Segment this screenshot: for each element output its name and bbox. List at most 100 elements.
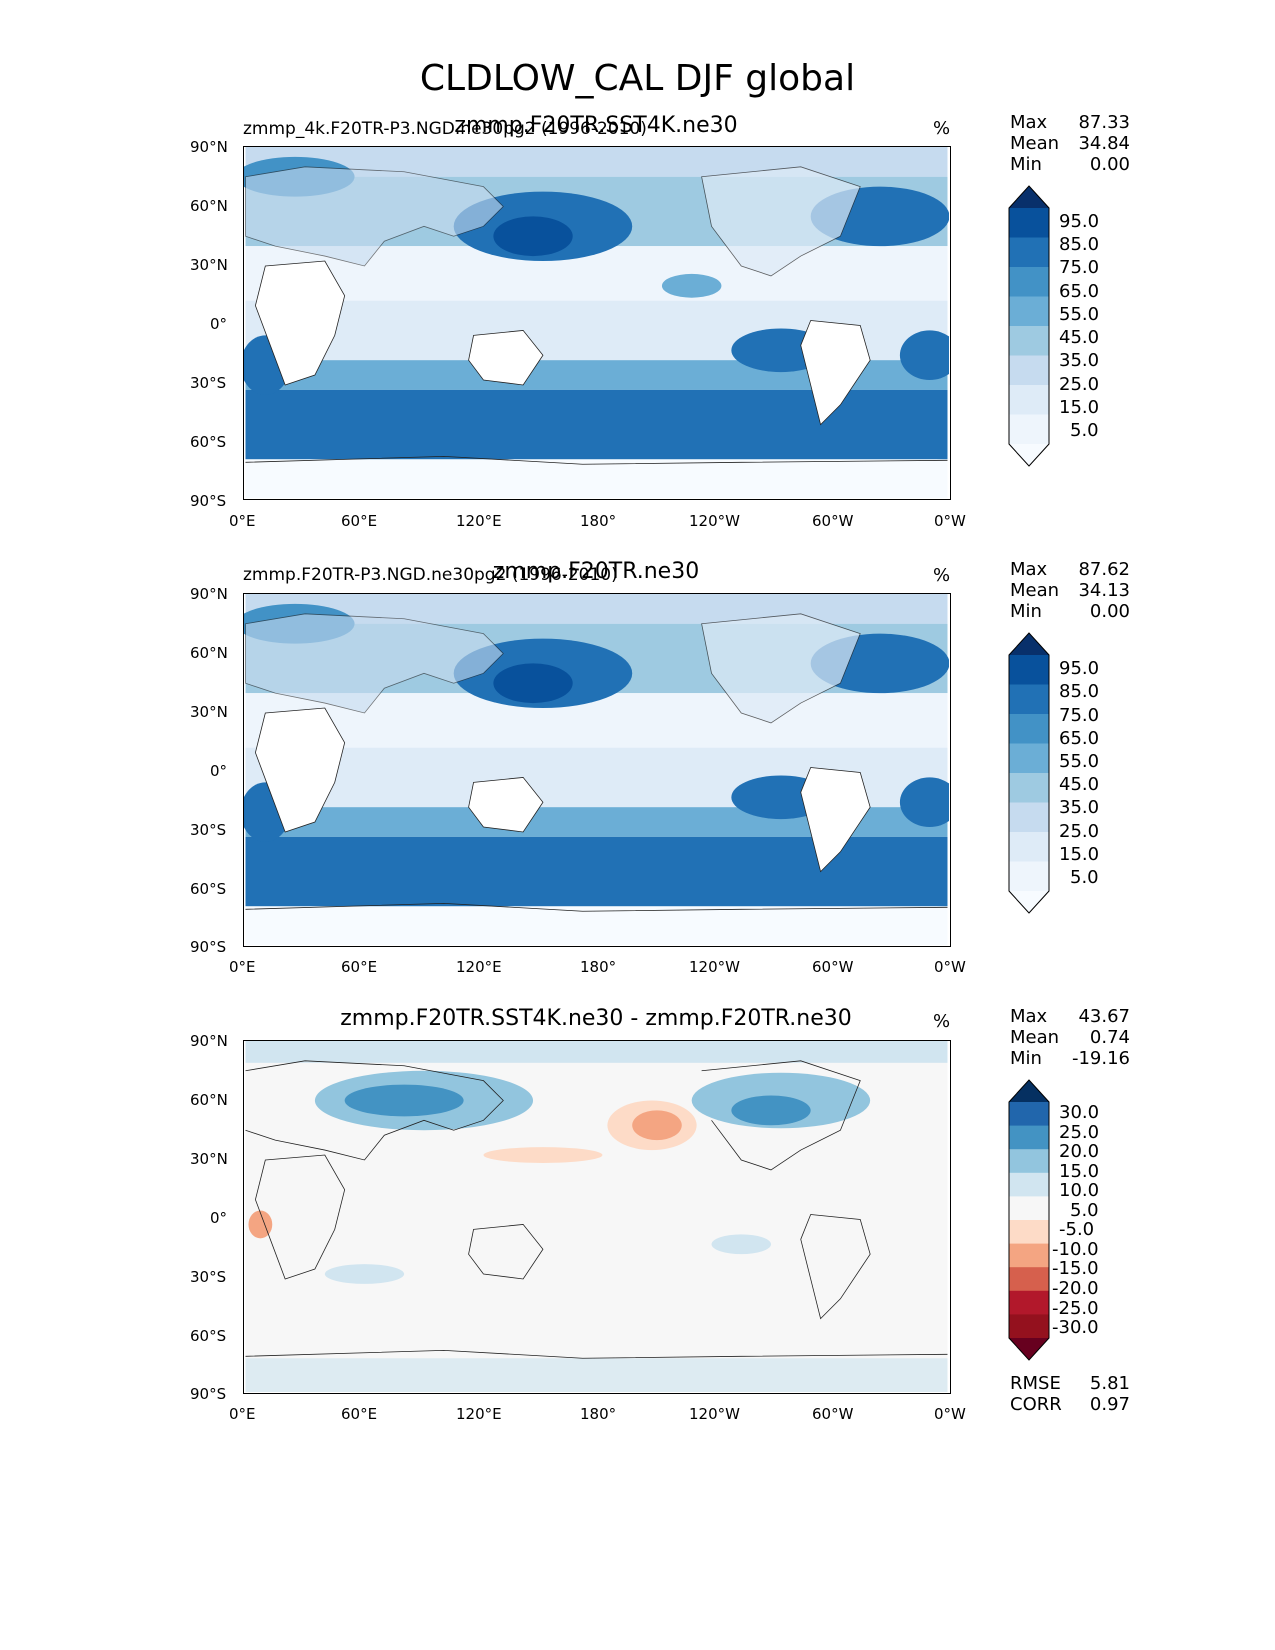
p2-lat-tick: 90°N [190, 585, 228, 603]
panel-3-map [243, 1040, 951, 1394]
p1-lon-tick: 120°E [456, 512, 502, 530]
panel-2-left-title: zmmp.F20TR-P3.NGD.ne30pg2 (1996-2010) [243, 565, 618, 585]
p2-lon-tick: 60°E [341, 958, 378, 976]
colorbar-segment [1009, 1267, 1049, 1292]
colorbar-outline [1008, 1079, 1050, 1361]
panel-1-field [244, 147, 949, 498]
panel-2-field [244, 594, 949, 945]
p2-cbar-label: 75.0 [1059, 705, 1100, 726]
p2-lon-tick: 0°W [934, 958, 966, 976]
p2-lon-tick: 120°E [456, 958, 502, 976]
p1-stat-label: Mean [1010, 133, 1060, 154]
panel-3-colorbar [1008, 1079, 1050, 1361]
colorbar-segment [1009, 208, 1049, 238]
panel-3-units: % [933, 1011, 951, 1032]
p3-cbar-label: -15.0 [1052, 1258, 1099, 1279]
colorbar-outline [1008, 185, 1050, 467]
p2-lat-tick: 90°S [190, 938, 227, 956]
p3-lon-tick: 0°W [934, 1405, 966, 1423]
p3-cbar-label: 20.0 [1059, 1141, 1100, 1162]
p1-cbar-label: 95.0 [1059, 211, 1100, 232]
p1-lon-tick: 60°E [341, 512, 378, 530]
p1-lat-tick: 30°S [190, 374, 227, 392]
p1-cbar-label: 55.0 [1059, 304, 1100, 325]
p3-metric-label: CORR [1010, 1394, 1062, 1415]
p3-cbar-label: 5.0 [1070, 1200, 1099, 1221]
p3-cbar-label: -20.0 [1052, 1278, 1099, 1299]
p1-cbar-label: 75.0 [1059, 257, 1100, 278]
p1-cbar-label: 5.0 [1070, 420, 1099, 441]
p2-stat-label: Max [1010, 559, 1048, 580]
p1-cbar-label: 65.0 [1059, 281, 1100, 302]
p3-cbar-label: 30.0 [1059, 1102, 1100, 1123]
p1-lat-tick: 30°N [190, 256, 228, 274]
p1-cbar-label: 25.0 [1059, 374, 1100, 395]
p3-cbar-label: -25.0 [1052, 1298, 1099, 1319]
colorbar-extend-top [1009, 1080, 1049, 1102]
panel-1-map [243, 146, 951, 500]
p3-stat-value: -19.16 [1071, 1048, 1130, 1069]
p2-cbar-label: 65.0 [1059, 728, 1100, 749]
p3-lat-tick: 90°S [190, 1385, 227, 1403]
p2-cbar-label: 55.0 [1059, 751, 1100, 772]
p3-stat-value: 0.74 [1089, 1027, 1130, 1048]
p3-lon-tick: 120°W [689, 1405, 740, 1423]
colorbar-segment [1009, 1102, 1049, 1127]
colorbar-segment [1009, 1243, 1049, 1268]
colorbar-segment [1009, 326, 1049, 356]
colorbar-segment [1009, 1125, 1049, 1150]
p2-cbar-label: 35.0 [1059, 797, 1100, 818]
colorbar-segment [1009, 355, 1049, 386]
panel-3-field [245, 1041, 948, 1392]
panel-1-units: % [933, 118, 951, 139]
colorbar-segment [1009, 1172, 1049, 1197]
p1-lon-tick: 180° [580, 512, 617, 530]
p2-lon-tick: 0°E [229, 958, 256, 976]
p2-lat-tick: 0° [210, 762, 228, 780]
colorbar-segment [1009, 1149, 1049, 1174]
p1-stat-label: Min [1010, 154, 1042, 175]
colorbar-segment [1009, 414, 1049, 445]
p3-cbar-label: 25.0 [1059, 1122, 1100, 1143]
colorbar-segment [1009, 802, 1049, 833]
p3-cbar-label: 15.0 [1059, 1161, 1100, 1182]
p1-lon-tick: 0°E [229, 512, 256, 530]
p2-lon-tick: 180° [580, 958, 617, 976]
p1-lon-tick: 60°W [812, 512, 854, 530]
colorbar-segment [1009, 655, 1049, 685]
panel-2-center-title: zmmp.F20TR.ne30 [492, 559, 700, 584]
p2-lon-tick: 120°W [689, 958, 740, 976]
colorbar-segment [1009, 1220, 1049, 1245]
p1-cbar-label: 35.0 [1059, 350, 1100, 371]
p3-lon-tick: 60°E [341, 1405, 378, 1423]
colorbar-segment [1009, 714, 1049, 744]
p2-lat-tick: 30°N [190, 703, 228, 721]
p1-stat-label: Max [1010, 112, 1048, 133]
p1-lat-tick: 90°N [190, 138, 228, 156]
p1-cbar-label: 85.0 [1059, 234, 1100, 255]
p3-cbar-label: -5.0 [1059, 1219, 1095, 1240]
colorbar-extend-top [1009, 633, 1049, 655]
colorbar-extend-top [1009, 186, 1049, 208]
p1-lon-tick: 120°W [689, 512, 740, 530]
p3-cbar-label: -10.0 [1052, 1239, 1099, 1260]
p3-lon-tick: 180° [580, 1405, 617, 1423]
p1-cbar-label: 15.0 [1059, 397, 1100, 418]
p2-lat-tick: 60°N [190, 644, 228, 662]
p2-cbar-label: 15.0 [1059, 844, 1100, 865]
p2-cbar-label: 85.0 [1059, 681, 1100, 702]
p3-lat-tick: 30°N [190, 1150, 228, 1168]
p3-metric-value: 0.97 [1089, 1394, 1130, 1415]
p3-lat-tick: 90°N [190, 1032, 228, 1050]
p3-stat-label: Min [1010, 1048, 1042, 1069]
p3-cbar-label: -30.0 [1052, 1317, 1099, 1338]
p2-cbar-label: 5.0 [1070, 867, 1099, 888]
p2-stat-value: 34.13 [1078, 580, 1130, 601]
p3-lat-tick: 0° [210, 1209, 228, 1227]
colorbar-extend-bottom [1009, 891, 1049, 913]
p1-stat-value: 34.84 [1078, 133, 1130, 154]
colorbar-segment [1009, 237, 1049, 268]
p2-cbar-label: 95.0 [1059, 658, 1100, 679]
p2-stat-label: Min [1010, 601, 1042, 622]
p3-cbar-label: 10.0 [1059, 1180, 1100, 1201]
